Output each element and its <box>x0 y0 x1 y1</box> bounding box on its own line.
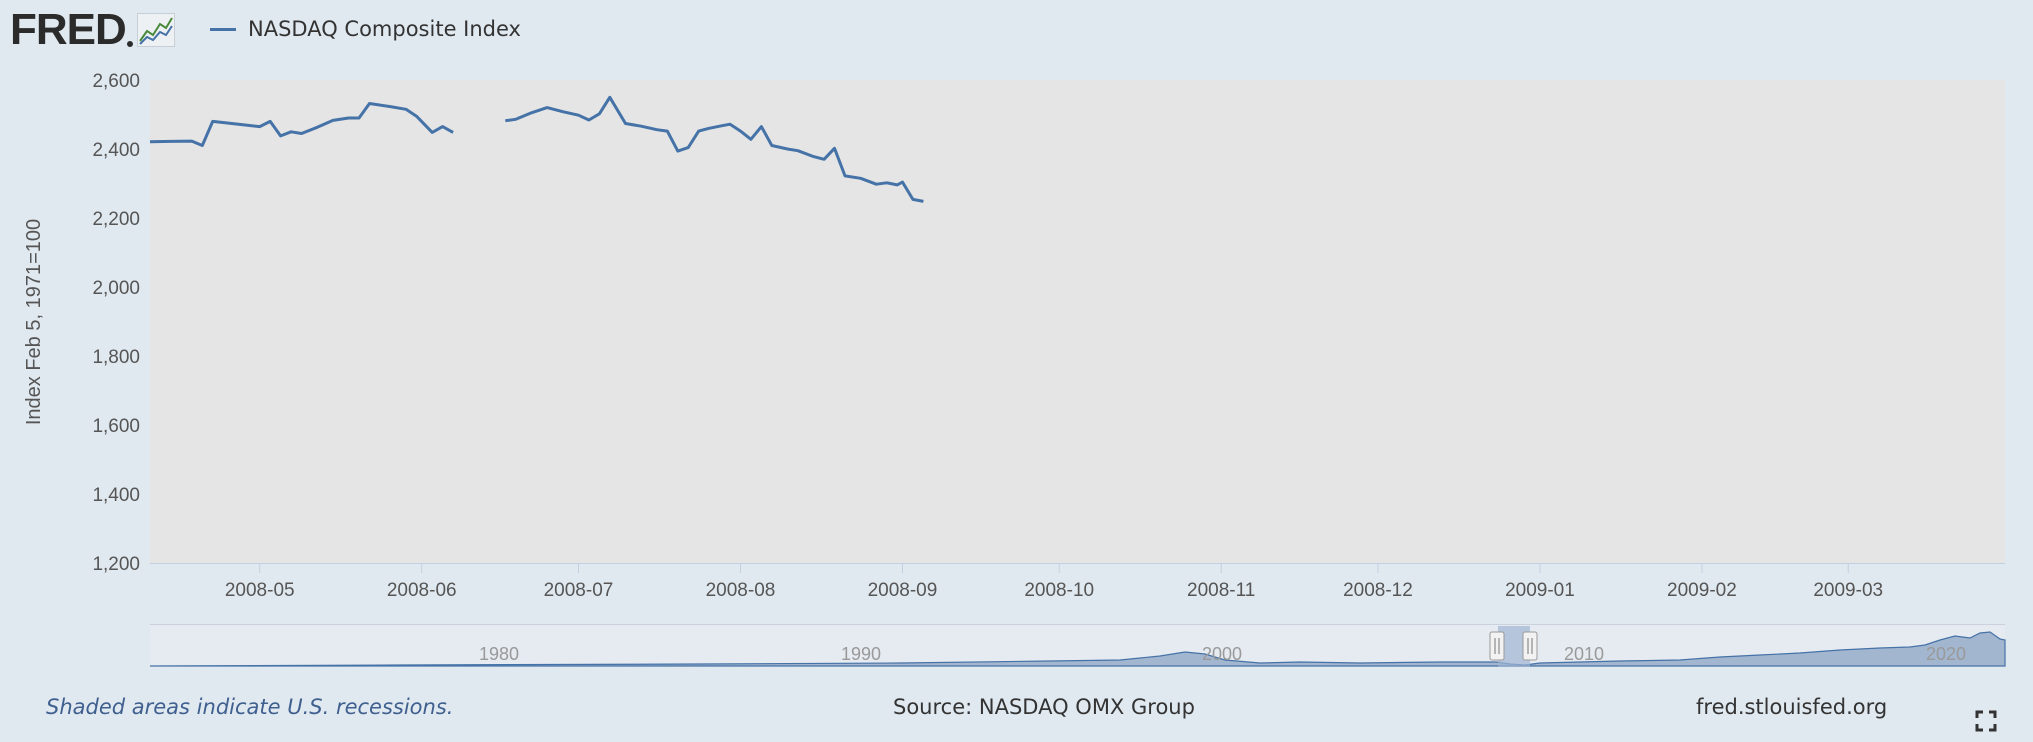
recession-note: Shaded areas indicate U.S. recessions. <box>46 695 454 719</box>
logo-text: FRED <box>10 5 127 54</box>
x-tick-label: 2008-12 <box>1343 580 1413 601</box>
logo-registered-dot <box>126 41 133 47</box>
legend-swatch <box>210 27 236 31</box>
source-text: Source: NASDAQ OMX Group <box>893 695 1195 719</box>
navigator-handle-left[interactable] <box>1489 631 1505 661</box>
legend-label: NASDAQ Composite Index <box>248 17 521 41</box>
y-tick-label: 2,400 <box>92 140 140 161</box>
y-tick-label: 2,000 <box>92 278 140 299</box>
navigator-area <box>149 631 2006 667</box>
navigator-year-2000: 2000 <box>1202 644 1242 664</box>
line-chart-icon <box>136 13 175 47</box>
chart-legend[interactable]: NASDAQ Composite Index <box>210 14 521 44</box>
fred-logo[interactable]: FRED <box>10 8 175 52</box>
y-tick-label: 2,600 <box>92 71 140 92</box>
y-tick-label: 1,600 <box>92 416 140 437</box>
y-tick-label: 2,200 <box>92 209 140 230</box>
plot-area <box>150 80 2005 563</box>
x-tick-label: 2008-07 <box>544 580 614 601</box>
y-axis: 1,200 1,400 1,600 1,800 2,000 2,200 2,400 2,600 <box>92 71 140 575</box>
series-segment-0 <box>149 102 454 147</box>
x-axis: 2008-05 2008-06 2008-07 2008-08 2008-09 2008-… <box>150 563 2005 601</box>
series-nasdaq <box>149 95 924 203</box>
fullscreen-icon[interactable] <box>1975 710 1997 732</box>
x-tick-label: 2008-09 <box>868 580 938 601</box>
x-tick-label: 2009-02 <box>1667 580 1737 601</box>
navigator[interactable]: 1980 1990 2000 2010 2020 <box>149 624 2006 668</box>
x-tick-label: 2009-01 <box>1505 580 1575 601</box>
x-tick-label: 2009-03 <box>1813 580 1883 601</box>
navigator-year-2020: 2020 <box>1926 644 1966 664</box>
series-segment-1 <box>505 95 924 203</box>
x-tick-label: 2008-05 <box>225 580 295 601</box>
y-tick-label: 1,400 <box>92 485 140 506</box>
y-axis-label: Index Feb 5, 1971=100 <box>23 219 45 425</box>
y-tick-label: 1,800 <box>92 347 140 368</box>
navigator-handle-right[interactable] <box>1522 631 1538 661</box>
x-tick-label: 2008-06 <box>387 580 457 601</box>
x-tick-label: 2008-10 <box>1024 580 1094 601</box>
x-tick-label: 2008-08 <box>706 580 776 601</box>
navigator-year-1980: 1980 <box>479 644 519 664</box>
x-tick-label: 2008-11 <box>1187 580 1255 601</box>
site-link[interactable]: fred.stlouisfed.org <box>1696 695 1888 719</box>
y-tick-label: 1,200 <box>92 554 140 575</box>
navigator-year-1990: 1990 <box>841 644 881 664</box>
navigator-year-2010: 2010 <box>1564 644 1604 664</box>
